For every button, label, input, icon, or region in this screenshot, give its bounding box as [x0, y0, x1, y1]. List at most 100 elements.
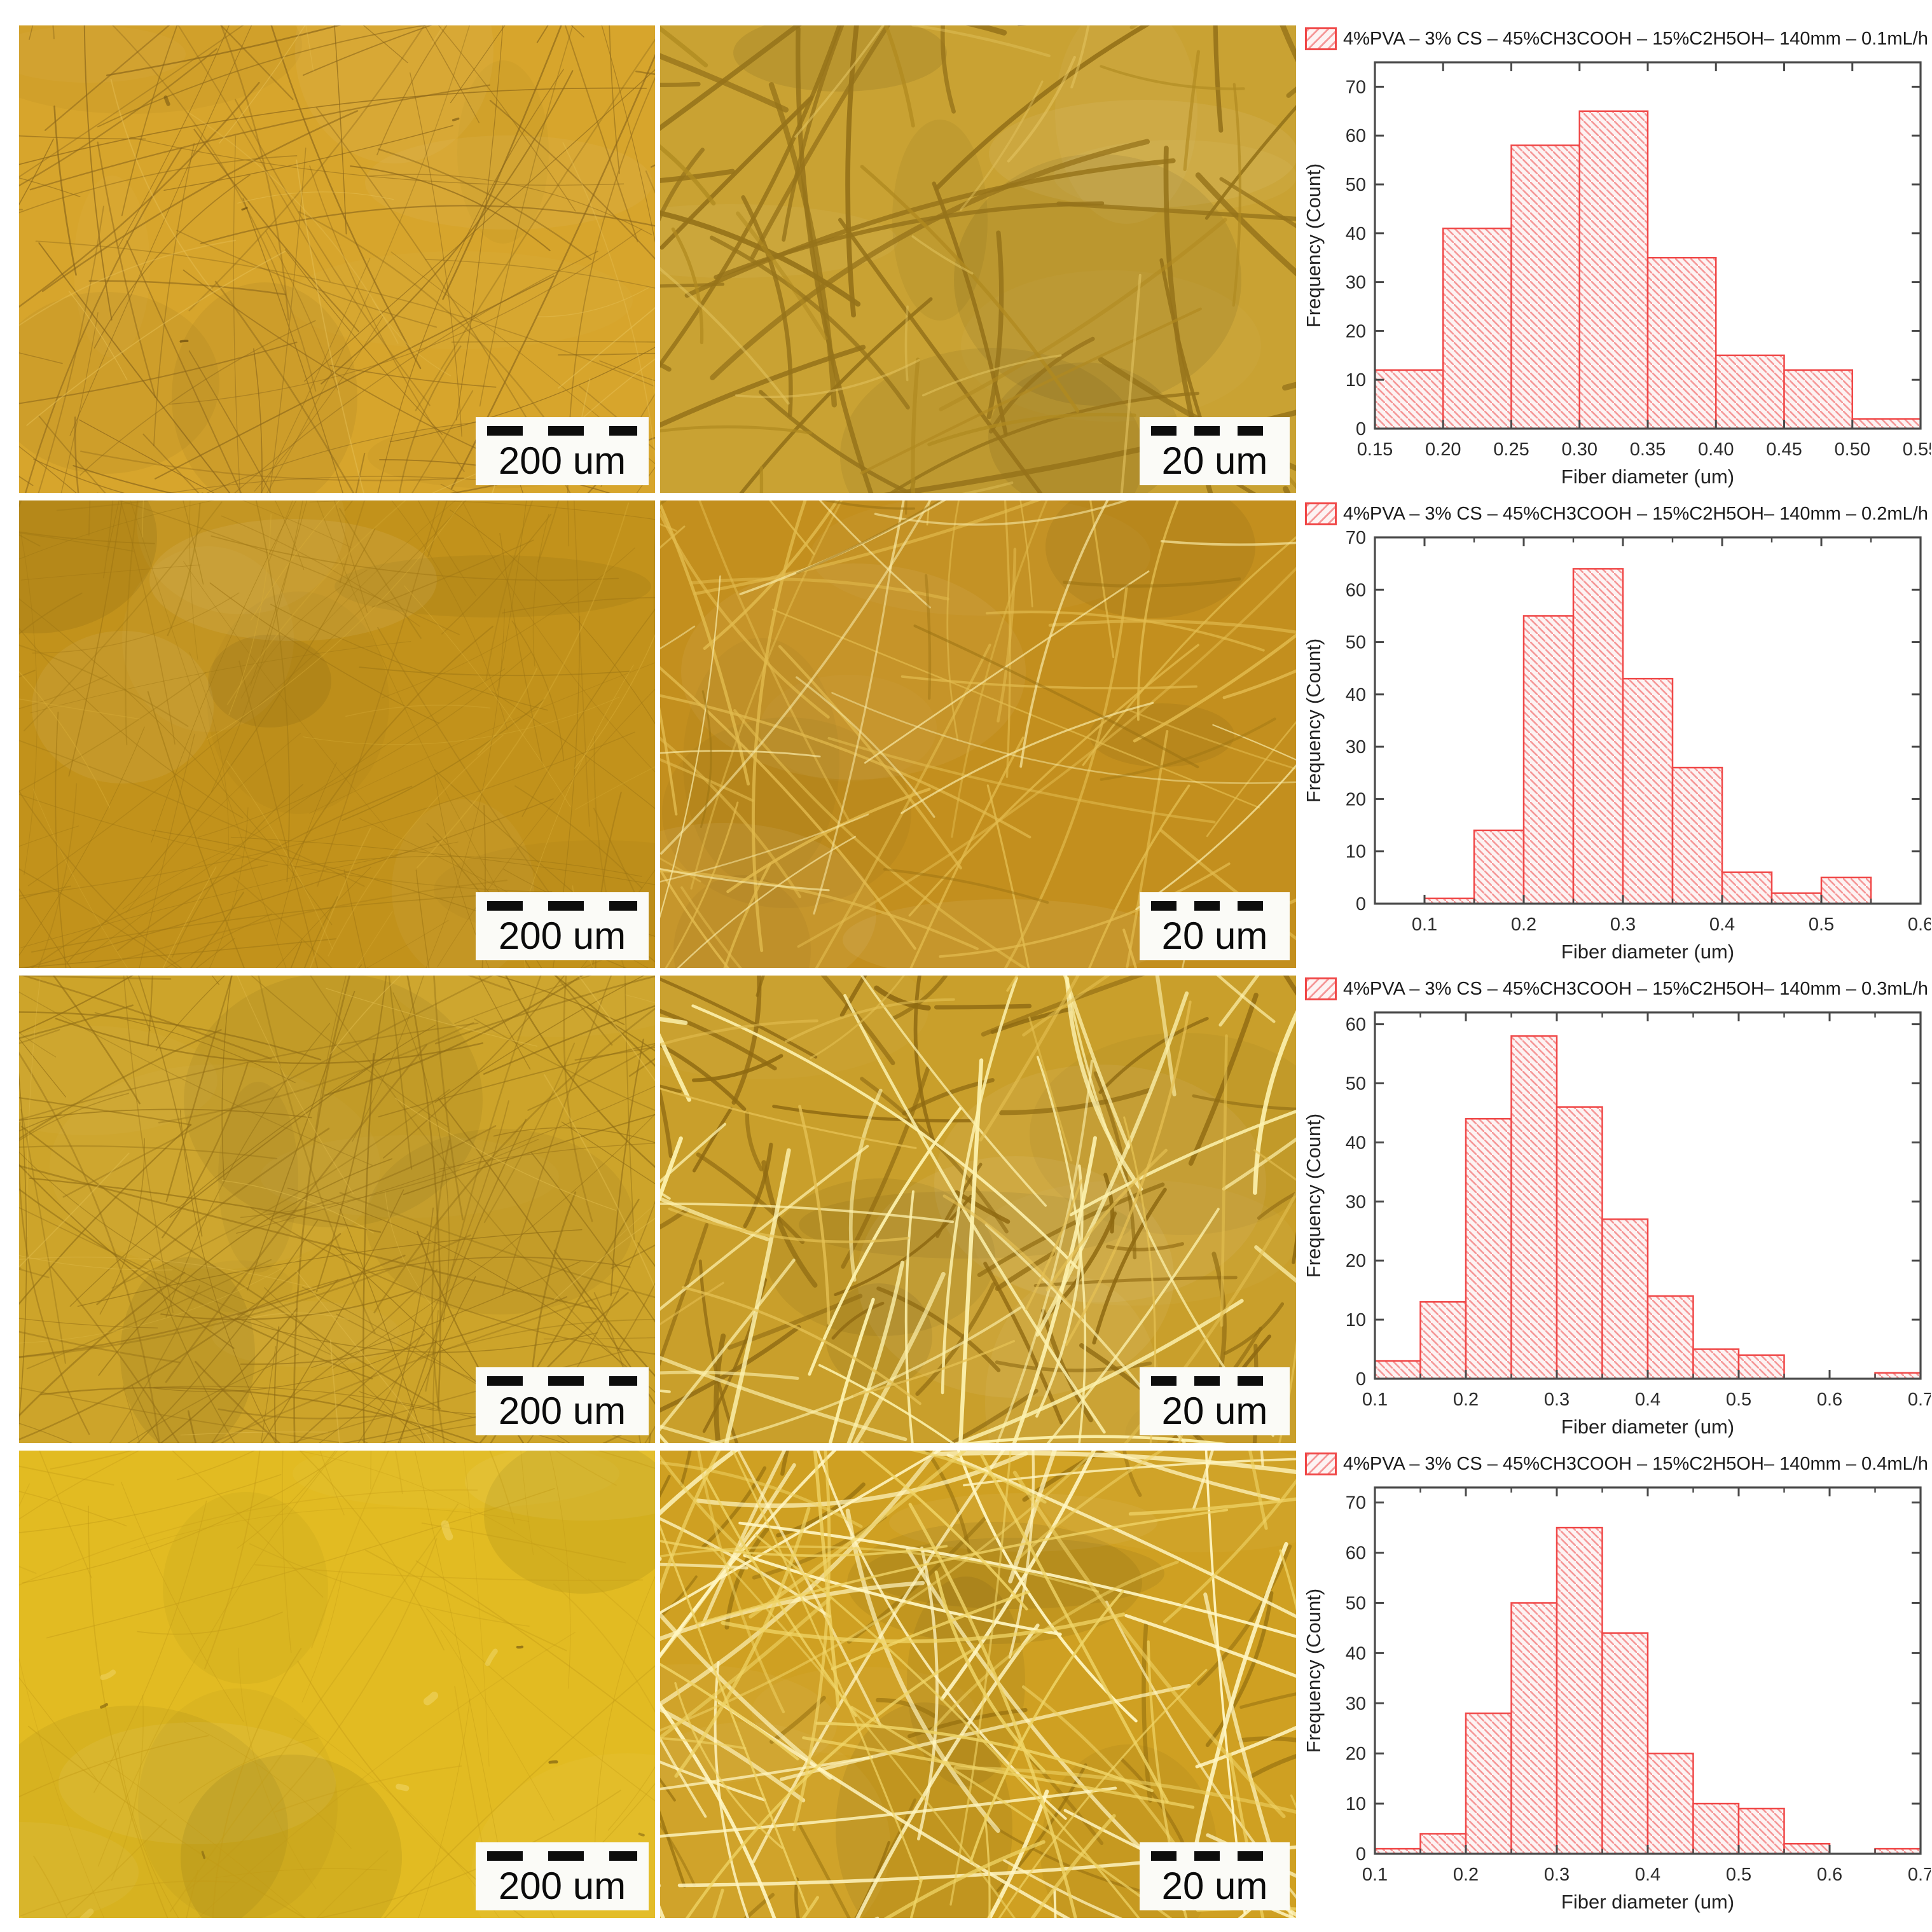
micrograph-image — [660, 976, 1296, 1443]
svg-text:40: 40 — [1346, 685, 1366, 705]
micrograph-low-mag-4: 200 um — [19, 1451, 655, 1918]
svg-text:0.35: 0.35 — [1630, 439, 1666, 460]
scale-bar-line — [487, 1376, 637, 1386]
scale-bar-label: 20 um — [1161, 1864, 1268, 1907]
svg-text:0.4: 0.4 — [1709, 914, 1735, 935]
svg-text:60: 60 — [1346, 1015, 1366, 1035]
chart-legend: 4%PVA – 3% CS – 45%CH3COOH – 15%C2H5OH– … — [1301, 25, 1932, 52]
scale-bar-line — [487, 1851, 637, 1861]
svg-text:0.7: 0.7 — [1908, 1390, 1931, 1410]
svg-text:0: 0 — [1356, 1369, 1366, 1390]
svg-text:0.4: 0.4 — [1635, 1390, 1660, 1410]
chart-legend: 4%PVA – 3% CS – 45%CH3COOH – 15%C2H5OH– … — [1301, 976, 1932, 1002]
legend-label: 4%PVA – 3% CS – 45%CH3COOH – 15%C2H5OH– … — [1343, 1453, 1932, 1474]
scale-bar: 20 um — [1140, 1842, 1290, 1910]
svg-text:70: 70 — [1346, 77, 1366, 97]
svg-text:Frequency (Count): Frequency (Count) — [1302, 1114, 1325, 1278]
svg-text:30: 30 — [1346, 737, 1366, 757]
svg-text:0.3: 0.3 — [1610, 914, 1636, 935]
svg-text:10: 10 — [1346, 1794, 1366, 1814]
svg-text:Frequency (Count): Frequency (Count) — [1302, 1589, 1325, 1753]
svg-text:0.55: 0.55 — [1903, 439, 1931, 460]
svg-text:0.20: 0.20 — [1425, 439, 1461, 460]
svg-text:20: 20 — [1346, 321, 1366, 342]
scale-bar: 20 um — [1140, 1367, 1290, 1435]
svg-text:40: 40 — [1346, 1133, 1366, 1153]
svg-text:20: 20 — [1346, 789, 1366, 810]
micrograph-high-mag-1: 20 um — [660, 25, 1296, 493]
micrograph-high-mag-4: 20 um — [660, 1451, 1296, 1918]
micrograph-image — [19, 500, 655, 968]
svg-text:70: 70 — [1346, 1493, 1366, 1514]
svg-text:50: 50 — [1346, 1593, 1366, 1613]
svg-text:0: 0 — [1356, 1844, 1366, 1865]
micrograph-image — [19, 1451, 655, 1918]
svg-text:0: 0 — [1356, 894, 1366, 914]
scale-bar-line — [1151, 1851, 1278, 1861]
svg-text:Fiber diameter (um): Fiber diameter (um) — [1561, 466, 1734, 488]
scale-bar: 200 um — [476, 1367, 649, 1435]
svg-text:10: 10 — [1346, 370, 1366, 390]
svg-text:60: 60 — [1346, 126, 1366, 146]
svg-text:0.2: 0.2 — [1511, 914, 1536, 935]
legend-swatch — [1305, 1452, 1337, 1475]
scale-bar-line — [1151, 900, 1278, 911]
scale-bar-line — [487, 900, 637, 911]
svg-text:30: 30 — [1346, 1694, 1366, 1714]
svg-text:0.6: 0.6 — [1908, 914, 1931, 935]
svg-text:60: 60 — [1346, 1543, 1366, 1564]
svg-text:0.1: 0.1 — [1412, 914, 1437, 935]
histogram-chart: 0.1 0.2 0.3 0.4 0.5 0.6 0.7 0 10 20 30 40 50 60 Fiber … — [1302, 1011, 1931, 1438]
svg-text:Fiber diameter (um): Fiber diameter (um) — [1561, 1891, 1734, 1913]
svg-text:0.6: 0.6 — [1817, 1865, 1842, 1885]
scale-bar-label: 20 um — [1161, 1389, 1268, 1432]
svg-text:50: 50 — [1346, 633, 1366, 653]
histogram-column-1: 4%PVA – 3% CS – 45%CH3COOH – 15%C2H5OH– … — [1301, 25, 1932, 493]
histogram-column-2: 4%PVA – 3% CS – 45%CH3COOH – 15%C2H5OH– … — [1301, 500, 1932, 968]
scale-bar-label: 200 um — [498, 439, 626, 482]
figure-row-1: 200 um 20 um 4%PVA – 3% CS – 45%CH3COOH … — [19, 25, 1932, 493]
svg-text:0.40: 0.40 — [1698, 439, 1734, 460]
scale-bar-line — [1151, 425, 1278, 436]
legend-swatch — [1305, 27, 1337, 50]
svg-text:0.6: 0.6 — [1817, 1390, 1842, 1410]
svg-text:0.4: 0.4 — [1635, 1865, 1660, 1885]
legend-label: 4%PVA – 3% CS – 45%CH3COOH – 15%C2H5OH– … — [1343, 28, 1932, 49]
micrograph-low-mag-2: 200 um — [19, 500, 655, 968]
scale-bar: 20 um — [1140, 892, 1290, 960]
svg-text:30: 30 — [1346, 1192, 1366, 1212]
micrograph-high-mag-2: 20 um — [660, 500, 1296, 968]
svg-text:60: 60 — [1346, 580, 1366, 600]
chart-legend: 4%PVA – 3% CS – 45%CH3COOH – 15%C2H5OH– … — [1301, 500, 1932, 527]
scale-bar-label: 20 um — [1161, 439, 1268, 482]
scale-bar-line — [487, 425, 637, 436]
micrograph-image — [19, 976, 655, 1443]
legend-swatch — [1305, 502, 1337, 525]
svg-text:Frequency (Count): Frequency (Count) — [1302, 163, 1325, 328]
scale-bar-label: 200 um — [498, 1389, 626, 1432]
svg-text:Fiber diameter (um): Fiber diameter (um) — [1561, 1416, 1734, 1438]
svg-text:0.2: 0.2 — [1453, 1865, 1479, 1885]
svg-text:30: 30 — [1346, 273, 1366, 293]
svg-text:20: 20 — [1346, 1744, 1366, 1764]
svg-text:10: 10 — [1346, 842, 1366, 862]
svg-text:0.1: 0.1 — [1362, 1865, 1388, 1885]
micrograph-low-mag-3: 200 um — [19, 976, 655, 1443]
svg-text:70: 70 — [1346, 528, 1366, 548]
svg-text:0.5: 0.5 — [1726, 1865, 1751, 1885]
svg-text:0: 0 — [1356, 419, 1366, 439]
scale-bar: 20 um — [1140, 417, 1290, 485]
scale-bar: 200 um — [476, 1842, 649, 1910]
scale-bar-label: 200 um — [498, 1864, 626, 1907]
svg-text:Frequency (Count): Frequency (Count) — [1302, 638, 1325, 803]
svg-text:40: 40 — [1346, 224, 1366, 244]
chart-legend: 4%PVA – 3% CS – 45%CH3COOH – 15%C2H5OH– … — [1301, 1451, 1932, 1477]
svg-text:0.45: 0.45 — [1766, 439, 1802, 460]
micrograph-image — [19, 25, 655, 493]
micrograph-image — [660, 500, 1296, 968]
svg-text:0.5: 0.5 — [1726, 1390, 1751, 1410]
svg-text:0.7: 0.7 — [1908, 1865, 1931, 1885]
svg-text:50: 50 — [1346, 1073, 1366, 1094]
svg-text:0.1: 0.1 — [1362, 1390, 1388, 1410]
